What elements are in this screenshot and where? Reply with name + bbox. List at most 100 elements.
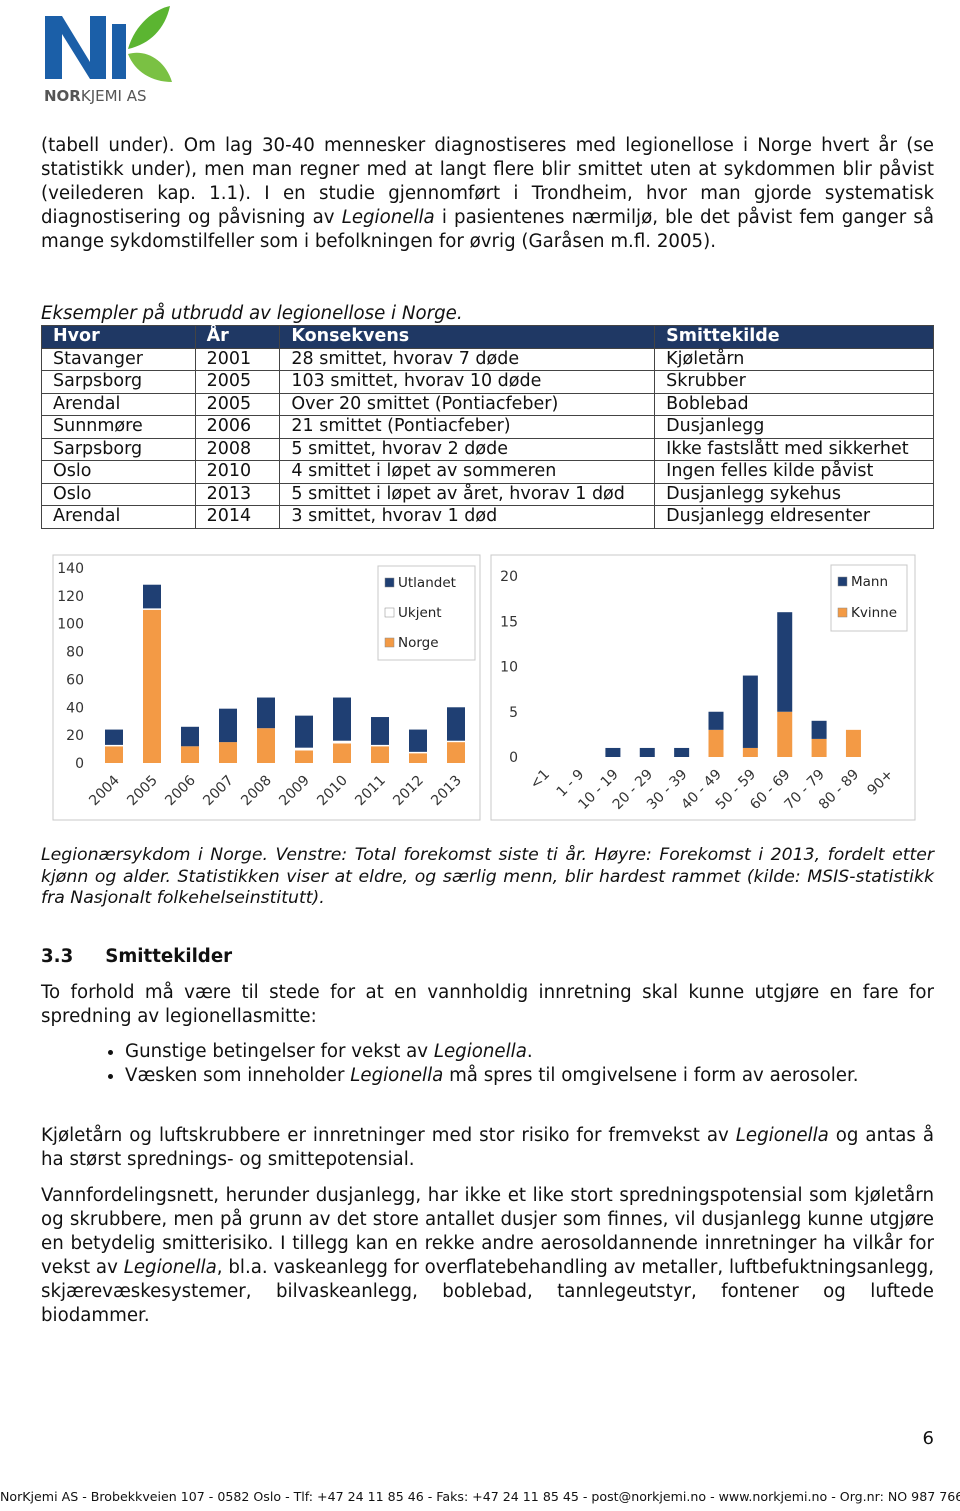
intro: (tabell under). Om lag 30-40 mennesker d… <box>41 134 934 254</box>
y-tick-label: 140 <box>57 561 84 577</box>
table-cell: 2005 <box>194 392 281 416</box>
legend-box <box>830 564 908 632</box>
paragraph: Kjøletårn og luftskrubbere er innretning… <box>41 1124 934 1172</box>
bar-segment <box>143 584 161 609</box>
logo-k <box>112 24 126 79</box>
table-cell: Ikke fastslått med sikkerhet <box>654 437 934 461</box>
section-number: 3.3 <box>41 946 74 967</box>
legend-label: Norge <box>398 635 439 651</box>
bar-segment <box>777 612 793 712</box>
bar-segment <box>219 742 237 763</box>
legend-label: Kvinne <box>851 605 897 621</box>
section-heading: 3.3 Smittekilder <box>41 945 934 969</box>
logo-text: NORKJEMI AS <box>44 87 147 105</box>
logo-leaf <box>128 6 170 49</box>
y-tick-label: 60 <box>66 672 84 688</box>
y-tick-label: 20 <box>500 569 518 585</box>
bar-segment <box>845 729 861 757</box>
legend-label: Utlandet <box>398 575 456 591</box>
header-cell: Konsekvens <box>279 325 656 349</box>
logo-rest: KJEMI AS <box>81 87 147 105</box>
bar-segment <box>447 742 465 763</box>
bar-segment <box>181 726 199 747</box>
bar-segment <box>333 697 351 741</box>
table-row: Oslo 2013 5 smittet i løpet av året, hvora… <box>41 482 934 506</box>
legend-swatch <box>384 607 395 618</box>
text: . <box>526 1041 533 1062</box>
table-cell: Oslo <box>41 460 196 484</box>
table-cell: Dusjanlegg eldresenter <box>654 505 934 529</box>
legend-label: Mann <box>851 574 888 590</box>
bar-segment <box>295 750 313 763</box>
bar-segment <box>777 711 793 757</box>
text-italic: Legionella <box>735 1125 829 1146</box>
table-cell: 5 smittet, hvorav 2 døde <box>279 437 656 461</box>
text: Vannfordelingsnett, herunder dusjanlegg,… <box>41 1185 934 1278</box>
table-cell: 2006 <box>194 415 281 439</box>
bar-segment <box>295 747 313 751</box>
table-row: Oslo 2010 4 smittet i løpet av sommeren Ing… <box>41 460 934 484</box>
table-row: Sunnmøre 2006 21 smittet (Pontiacfeber) Dus… <box>41 415 934 439</box>
bullet: Gunstige betingelser for vekst av Legion… <box>125 1040 934 1064</box>
table-cell: 2001 <box>194 347 281 371</box>
bar-segment <box>605 747 621 757</box>
bar-segment <box>811 720 827 739</box>
section-title: Smittekilder <box>105 946 233 967</box>
y-tick-label: 15 <box>500 614 518 630</box>
bar-segment <box>143 608 161 610</box>
table-cell: 2013 <box>194 482 281 506</box>
y-tick-label: 10 <box>500 660 518 676</box>
bar-segment <box>674 747 690 757</box>
bar-segment <box>257 697 275 729</box>
bar-segment <box>742 747 758 757</box>
bar-segment <box>295 715 313 748</box>
paragraph: To forhold må være til stede for at en v… <box>41 982 934 1027</box>
bar-segment <box>708 729 724 757</box>
table-cell: Arendal <box>41 392 196 416</box>
logo-bold: NOR <box>44 87 81 105</box>
logo-leaf <box>128 52 172 82</box>
y-tick-label: 0 <box>75 756 84 772</box>
bar-segment <box>409 753 427 763</box>
bar-segment <box>811 738 827 757</box>
table: Hvor År Konsekvens Smittekilde Stavanger 2001… <box>41 325 934 529</box>
text-italic: Legionella <box>433 1041 527 1062</box>
bar-segment <box>371 717 389 745</box>
header-cell: År <box>194 325 281 349</box>
bar-segment <box>333 743 351 763</box>
table-row: Stavanger 2001 28 smittet, hvorav 7 døde Kj… <box>41 347 934 371</box>
legend-label: Ukjent <box>398 605 442 621</box>
table-row: Sarpsborg 2008 5 smittet, hvorav 2 døde Ikk… <box>41 437 934 461</box>
text: i pasientenes nærmiljø, ble det påvist f… <box>41 207 934 252</box>
table-caption: Eksempler på utbrudd av legionellose i N… <box>41 303 463 324</box>
table-body: Stavanger 2001 28 smittet, hvorav 7 døde Kj… <box>41 347 934 529</box>
page-number: 6 <box>922 1428 934 1449</box>
text: Kjøletårn og luftskrubbere er innretning… <box>41 1125 736 1146</box>
bar-segment <box>219 708 237 743</box>
table-cell: 5 smittet i løpet av året, hvorav 1 død <box>279 482 656 506</box>
table-cell: Ingen felles kilde påvist <box>654 460 934 484</box>
bar-segment <box>639 747 655 757</box>
bar-segment <box>447 740 465 743</box>
y-tick-label: 0 <box>509 750 518 766</box>
text: Gunstige betingelser for vekst av <box>125 1041 434 1062</box>
text: og antas å ha størst sprednings- og smit… <box>41 1125 934 1170</box>
legend-swatch <box>837 576 848 587</box>
y-tick-label: 5 <box>509 705 518 721</box>
text: Væsken som inneholder <box>125 1065 351 1086</box>
figure-caption: Legionærsykdom i Norge. Venstre: Total f… <box>41 845 934 908</box>
y-tick-label: 20 <box>66 728 84 744</box>
table-cell: Dusjanlegg sykehus <box>654 482 934 506</box>
footer: NorKjemi AS - Brobekkveien 107 - 0582 Os… <box>0 1489 960 1504</box>
bar-segment <box>371 744 389 747</box>
table-cell: 28 smittet, hvorav 7 døde <box>279 347 656 371</box>
table-row: Arendal 2005 Over 20 smittet (Pontiacfeber… <box>41 392 934 416</box>
legend-swatch <box>384 637 395 648</box>
text-italic: Legionella <box>123 1257 217 1278</box>
table-cell: Kjøletårn <box>654 347 934 371</box>
table-cell: 2010 <box>194 460 281 484</box>
table-cell: Sunnmøre <box>41 415 196 439</box>
text-italic: Legionella <box>341 207 435 228</box>
y-tick-label: 80 <box>66 645 84 661</box>
